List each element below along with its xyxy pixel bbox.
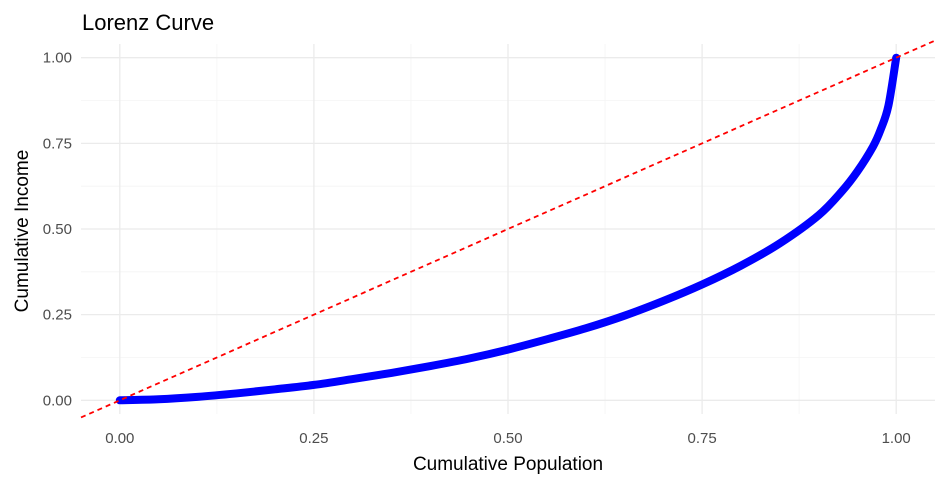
grid	[81, 44, 935, 414]
chart-title: Lorenz Curve	[82, 10, 214, 35]
y-axis-ticks: 0.00 0.25 0.50 0.75 1.00	[43, 50, 72, 410]
equality-line	[80, 39, 936, 419]
y-axis-title: Cumulative Income	[12, 150, 33, 313]
x-axis-title: Cumulative Population	[413, 454, 603, 475]
y-tick-label: 1.00	[43, 50, 72, 67]
x-tick-label: 0.50	[493, 430, 522, 447]
y-tick-label: 0.50	[43, 221, 72, 238]
y-tick-label: 0.75	[43, 135, 72, 152]
y-tick-label: 0.25	[43, 307, 72, 324]
x-axis-ticks: 0.00 0.25 0.50 0.75 1.00	[105, 430, 911, 447]
x-tick-label: 1.00	[882, 430, 911, 447]
lorenz-curve-line	[115, 53, 901, 405]
y-tick-label: 0.00	[43, 392, 72, 409]
x-tick-label: 0.75	[687, 430, 716, 447]
x-tick-label: 0.25	[299, 430, 328, 447]
series-layer	[80, 39, 936, 419]
x-tick-label: 0.00	[105, 430, 134, 447]
